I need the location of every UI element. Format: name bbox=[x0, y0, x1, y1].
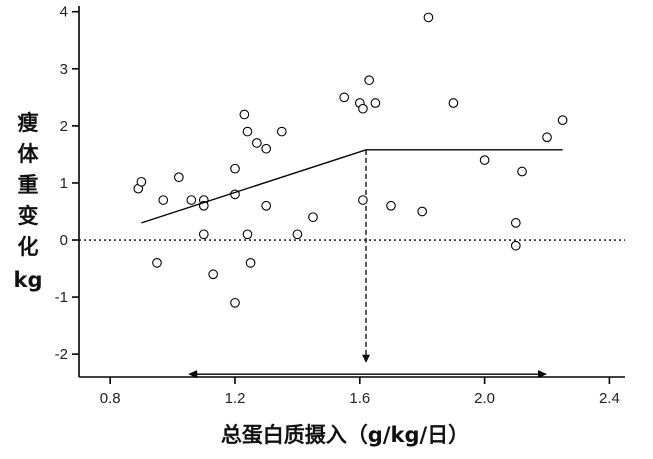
data-point bbox=[230, 163, 240, 174]
y-tick-label: -1 bbox=[55, 289, 68, 306]
data-point bbox=[364, 75, 375, 86]
data-point bbox=[423, 12, 434, 23]
data-point bbox=[479, 155, 490, 165]
data-point bbox=[152, 257, 162, 268]
data-point bbox=[261, 200, 272, 211]
y-tick-label: 1 bbox=[60, 175, 68, 192]
y-tick-label: 0 bbox=[60, 232, 68, 249]
data-point bbox=[158, 195, 169, 205]
y-tick-label: 4 bbox=[60, 4, 68, 21]
data-point bbox=[370, 98, 381, 108]
data-point bbox=[261, 143, 272, 154]
data-point bbox=[557, 115, 568, 126]
data-point bbox=[208, 269, 219, 280]
data-point bbox=[136, 176, 147, 187]
reference-lines bbox=[79, 149, 625, 379]
range-arrowhead-right bbox=[538, 370, 547, 379]
y-axis-title: 瘦 体 重 变 化 kg bbox=[14, 111, 43, 292]
data-point bbox=[339, 92, 350, 103]
x-tick-label: 0.8 bbox=[100, 390, 121, 407]
data-point bbox=[230, 297, 240, 308]
y-axis-title-char: 体 bbox=[18, 142, 40, 166]
data-point bbox=[510, 240, 521, 251]
data-point bbox=[542, 132, 552, 143]
y-axis-title-char: 重 bbox=[18, 173, 39, 197]
x-tick-label: 1.2 bbox=[225, 390, 246, 407]
y-axis-title-char: 变 bbox=[18, 204, 39, 228]
data-point bbox=[251, 138, 262, 148]
x-axis-title: 总蛋白质摄入（g/kg/日） bbox=[221, 423, 469, 447]
data-point bbox=[417, 206, 428, 217]
data-point bbox=[308, 212, 318, 223]
data-point bbox=[239, 109, 250, 120]
y-tick-label: -2 bbox=[55, 346, 68, 363]
x-tick-label: 2.0 bbox=[474, 390, 495, 407]
y-axis-title-char: 化 bbox=[18, 235, 39, 259]
data-point bbox=[245, 257, 256, 268]
data-point bbox=[242, 229, 253, 240]
y-axis-ticks: -2 -1 0 1 2 3 4 bbox=[55, 4, 79, 363]
y-axis-title-char: kg bbox=[14, 268, 43, 292]
data-point bbox=[358, 103, 368, 114]
piecewise-fit-line bbox=[141, 149, 563, 224]
breakpoint-arrowhead bbox=[362, 354, 371, 363]
data-point bbox=[186, 195, 197, 205]
data-point bbox=[448, 98, 459, 108]
data-point bbox=[198, 229, 209, 240]
data-point bbox=[386, 200, 396, 211]
data-point bbox=[510, 218, 521, 228]
data-points bbox=[133, 12, 568, 308]
data-point bbox=[276, 126, 287, 137]
x-tick-label: 1.6 bbox=[349, 390, 370, 407]
axes bbox=[78, 6, 625, 378]
x-axis-ticks: 0.8 1.2 1.6 2.0 2.4 bbox=[100, 377, 620, 407]
data-point bbox=[173, 172, 184, 183]
y-tick-label: 2 bbox=[60, 118, 68, 135]
y-tick-label: 3 bbox=[60, 61, 68, 78]
y-axis-title-char: 瘦 bbox=[18, 111, 39, 135]
x-tick-label: 2.4 bbox=[599, 390, 620, 407]
range-arrowhead-left bbox=[188, 370, 198, 379]
fit-line bbox=[141, 149, 563, 224]
data-point bbox=[358, 195, 368, 205]
data-point bbox=[242, 126, 253, 137]
data-point bbox=[292, 229, 303, 240]
data-point bbox=[517, 166, 527, 177]
